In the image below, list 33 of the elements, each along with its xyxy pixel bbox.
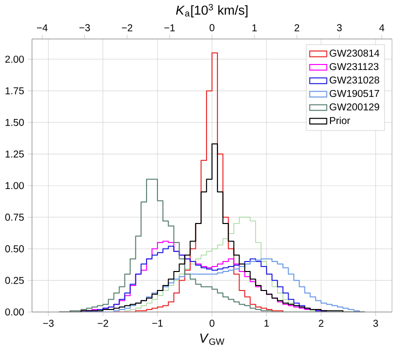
y-tick-label: 0.75 <box>5 214 24 221</box>
legend-label: Prior <box>330 116 350 124</box>
x2-tick-label: −4 <box>36 24 48 32</box>
x2-tick-label: 4 <box>379 24 384 32</box>
x-tick-label: −3 <box>43 320 54 327</box>
x-axis-title: V$_{GW}$ <box>200 334 224 345</box>
legend-label: GW200129 <box>330 103 380 110</box>
y-tick-label: 1.75 <box>6 87 24 94</box>
x-tick-label: −1 <box>152 320 163 327</box>
x2-tick-label: 2 <box>294 24 300 32</box>
legend-label: GW230814 <box>330 50 380 57</box>
y-tick-label: 0.00 <box>5 308 24 316</box>
x-tick-label: 1 <box>264 320 269 327</box>
y-tick-label: 1.00 <box>6 182 24 190</box>
x2-tick-label: 3 <box>336 24 342 32</box>
y-tick-label: 0.50 <box>5 245 24 252</box>
y-tick-label: 2.00 <box>5 56 24 63</box>
y-tick-label: 1.50 <box>6 118 24 126</box>
x-tick-label: 0 <box>210 320 214 327</box>
legend-label: GW190517 <box>330 90 380 97</box>
y-tick-label: 1.25 <box>6 150 24 158</box>
x2-tick-label: −3 <box>79 24 90 32</box>
x2-axis-title: K$_{a}$[10$^{3}$ km/s] <box>176 4 248 18</box>
x-tick-label: −2 <box>98 320 108 327</box>
legend-label: GW231028 <box>330 76 380 84</box>
x2-tick-label: −2 <box>122 24 132 32</box>
x2-tick-label: 1 <box>252 24 257 32</box>
y-tick-label: 0.25 <box>5 276 24 284</box>
x-tick-label: 3 <box>373 320 378 327</box>
x-tick-label: 2 <box>318 320 324 327</box>
legend-label: GW231123 <box>330 63 378 70</box>
x2-tick-label: 0 <box>210 24 214 32</box>
x2-tick-label: −1 <box>164 24 175 32</box>
